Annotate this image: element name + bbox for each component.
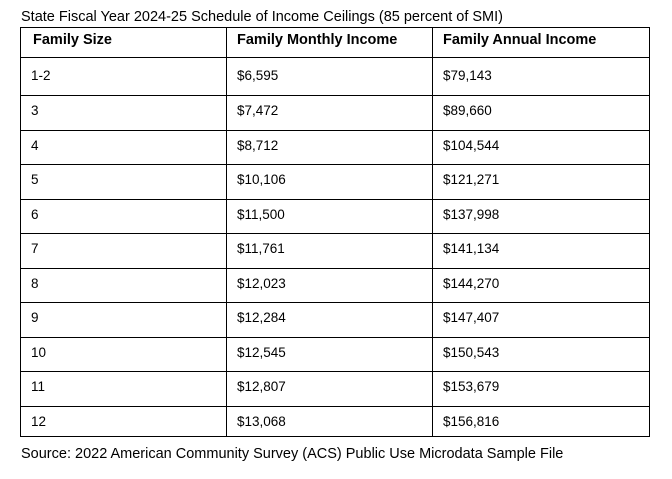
cell-family-size: 8	[20, 267, 227, 303]
cell-annual-income: $121,271	[432, 164, 650, 200]
table-row: 4 $8,712 $104,544	[20, 129, 650, 165]
table-caption: State Fiscal Year 2024-25 Schedule of In…	[21, 9, 503, 25]
cell-monthly-income: $12,284	[226, 302, 433, 338]
table-row: 1-2 $6,595 $79,143	[20, 57, 650, 96]
cell-annual-income: $147,407	[432, 302, 650, 338]
cell-monthly-income: $11,500	[226, 198, 433, 234]
cell-annual-income: $137,998	[432, 198, 650, 234]
cell-annual-income: $156,816	[432, 405, 650, 437]
cell-monthly-income: $8,712	[226, 129, 433, 165]
cell-family-size: 10	[20, 336, 227, 372]
table-row: 11 $12,807 $153,679	[20, 371, 650, 407]
cell-family-size: 1-2	[20, 57, 227, 96]
cell-monthly-income: $7,472	[226, 95, 433, 131]
cell-annual-income: $89,660	[432, 95, 650, 131]
cell-monthly-income: $13,068	[226, 405, 433, 437]
source-note: Source: 2022 American Community Survey (…	[21, 446, 564, 462]
cell-annual-income: $150,543	[432, 336, 650, 372]
table-row: 6 $11,500 $137,998	[20, 198, 650, 234]
cell-family-size: 9	[20, 302, 227, 338]
cell-family-size: 7	[20, 233, 227, 269]
cell-monthly-income: $11,761	[226, 233, 433, 269]
cell-family-size: 6	[20, 198, 227, 234]
header-family-size: Family Size	[20, 27, 227, 58]
table-row: 10 $12,545 $150,543	[20, 336, 650, 372]
cell-monthly-income: $12,545	[226, 336, 433, 372]
table-row: 12 $13,068 $156,816	[20, 405, 650, 437]
table-row: 8 $12,023 $144,270	[20, 267, 650, 303]
header-family-monthly-income: Family Monthly Income	[226, 27, 433, 58]
table-row: 9 $12,284 $147,407	[20, 302, 650, 338]
cell-annual-income: $141,134	[432, 233, 650, 269]
cell-monthly-income: $12,807	[226, 371, 433, 407]
cell-family-size: 12	[20, 405, 227, 437]
cell-annual-income: $79,143	[432, 57, 650, 96]
cell-annual-income: $104,544	[432, 129, 650, 165]
cell-family-size: 3	[20, 95, 227, 131]
cell-monthly-income: $12,023	[226, 267, 433, 303]
cell-monthly-income: $6,595	[226, 57, 433, 96]
cell-family-size: 4	[20, 129, 227, 165]
table-header-row: Family Size Family Monthly Income Family…	[20, 27, 650, 58]
cell-family-size: 5	[20, 164, 227, 200]
table-row: 3 $7,472 $89,660	[20, 95, 650, 131]
table-row: 5 $10,106 $121,271	[20, 164, 650, 200]
income-ceilings-table: Family Size Family Monthly Income Family…	[20, 27, 650, 437]
table-row: 7 $11,761 $141,134	[20, 233, 650, 269]
cell-annual-income: $144,270	[432, 267, 650, 303]
header-family-annual-income: Family Annual Income	[432, 27, 650, 58]
cell-family-size: 11	[20, 371, 227, 407]
cell-annual-income: $153,679	[432, 371, 650, 407]
cell-monthly-income: $10,106	[226, 164, 433, 200]
